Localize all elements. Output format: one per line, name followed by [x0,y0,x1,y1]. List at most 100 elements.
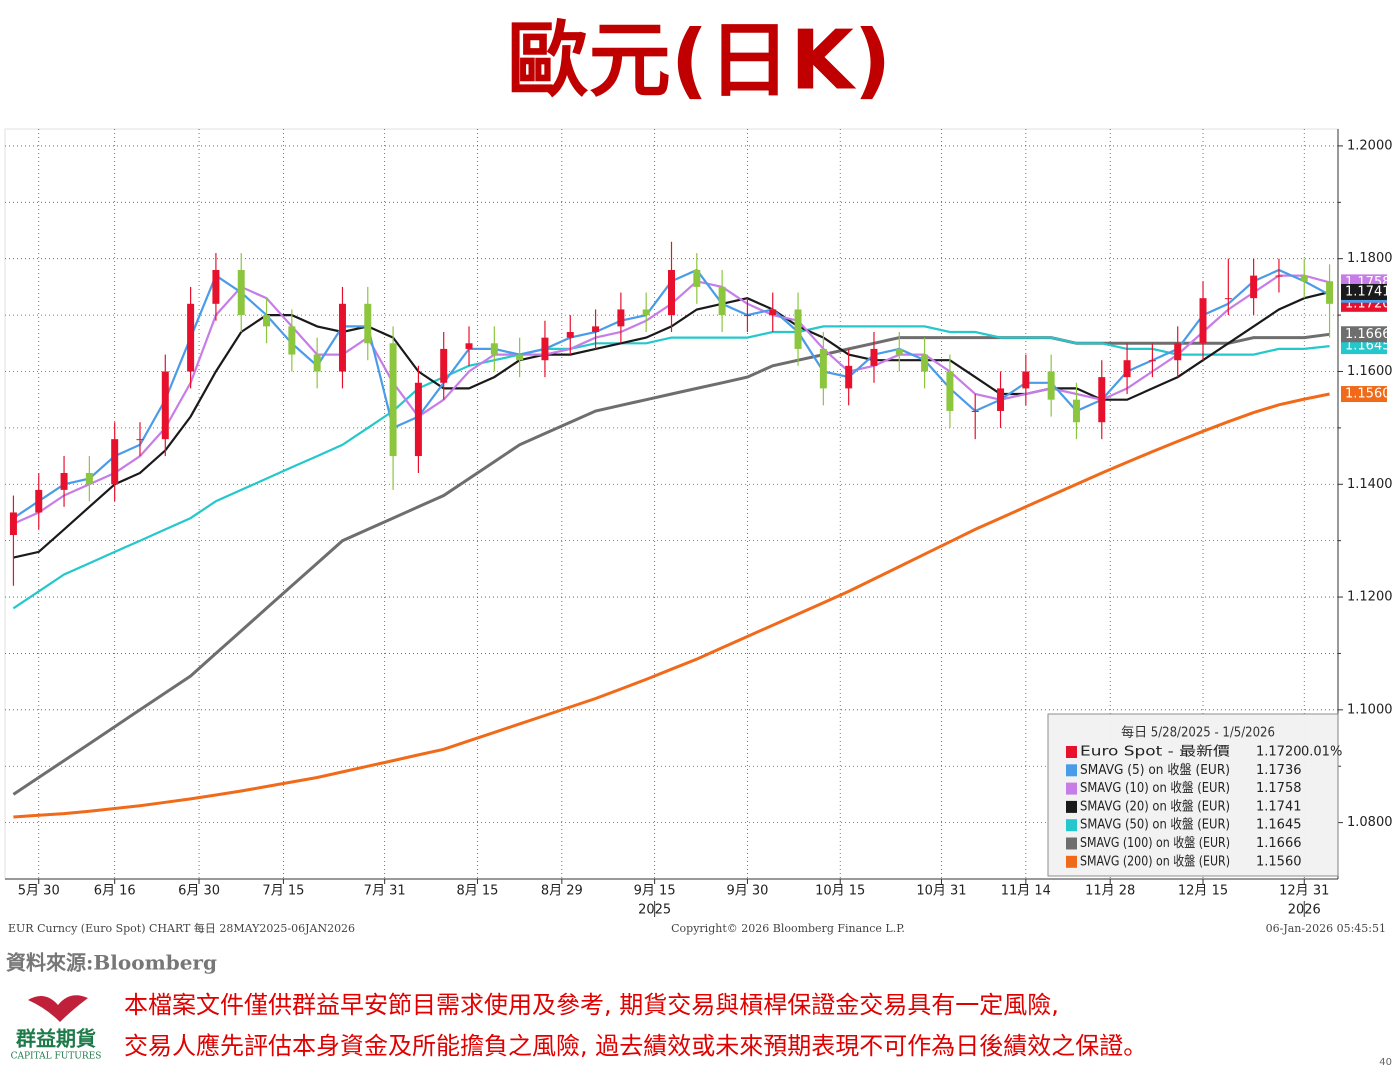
candle-body [465,343,473,349]
candle-body [1148,360,1156,362]
candle-body [440,348,448,383]
footer-left: EUR Curncy (Euro Spot) CHART 每日 28MAY202… [8,921,355,935]
x-tick-label: 10月 15 [815,884,865,899]
x-tick-label: 7月 15 [262,884,304,899]
legend-title: 每日 5/28/2025 - 1/5/2026 [1121,725,1275,741]
candle-body [592,326,600,333]
candle-body [1326,281,1334,304]
legend-label: SMAVG (100) on 收盤 (EUR) [1080,836,1230,851]
legend-value: 1.1720 [1256,745,1302,760]
candle-body [364,303,372,344]
x-tick-label: 12月 31 [1279,884,1329,899]
value-tag [1341,326,1387,343]
candle-body [845,365,853,389]
legend-value: 1.1736 [1256,763,1302,778]
candle-body [516,354,524,361]
legend-label: SMAVG (50) on 收盤 (EUR) [1080,818,1230,833]
title: 歐元(日K) [507,13,892,108]
candle-body [895,348,903,355]
candle-body [971,410,979,412]
value-tag [1341,386,1387,403]
candle-body [819,348,827,389]
candle-body [136,439,144,441]
candle-body [1174,343,1182,361]
candle-body [1300,275,1308,282]
y-tick-label: 1.1800 [1347,251,1393,266]
legend-value: 1.1741 [1256,799,1302,814]
legend-change: 0.01% [1301,745,1342,760]
value-tag [1341,283,1387,300]
candle-body [414,382,422,457]
candle-body [693,269,701,287]
legend-label: SMAVG (5) on 收盤 (EUR) [1080,763,1230,778]
candle-body [85,472,93,485]
footer-right: 06-Jan-2026 05:45:51 [1266,922,1386,935]
y-tick-label: 1.1600 [1347,364,1393,379]
y-tick-label: 1.1400 [1347,477,1393,492]
candle-body [35,489,43,513]
legend-label: SMAVG (10) on 收盤 (EUR) [1080,781,1230,796]
candle-body [1022,371,1030,389]
legend-swatch [1066,746,1077,758]
x-tick-label: 11月 28 [1085,884,1135,899]
value-tag-label: 1.1666 [1345,327,1391,342]
disclaimer-line: 本檔案文件僅供群益早安節目需求使用及參考, 期貨交易與槓桿保證金交易具有一定風險… [124,991,1059,1019]
ma-line [12,332,1330,796]
candle-body [288,326,296,355]
x-tick-label: 12月 15 [1178,884,1228,899]
legend-label: Euro Spot - 最新價 [1080,744,1230,760]
candle-body [338,303,346,372]
candle-body [921,354,929,372]
candle-body [1199,298,1207,344]
candle-body [187,303,195,372]
candle-body [1275,275,1283,277]
candle-body [668,269,675,316]
legend-value: 1.1560 [1256,854,1302,869]
ma-line [13,392,1330,819]
legend-swatch [1066,819,1077,832]
candle-body [743,315,751,317]
logo-sub: CAPITAL FUTURES [11,1052,102,1062]
x-tick-label: 6月 16 [94,884,136,899]
ma-line [12,325,1330,610]
candle-body [161,371,169,440]
x-tick-label: 9月 15 [634,884,676,899]
y-tick-label: 1.1200 [1347,590,1393,605]
value-tag-label: 1.1560 [1345,387,1391,402]
candle-body [313,354,321,372]
candle-body [566,332,574,338]
candle-body [642,309,650,316]
x-tick-label: 9月 30 [726,884,768,899]
value-tag-label: 1.1741 [1345,284,1391,299]
logo-name: 群益期貨 [15,1027,96,1051]
year-label: 2025 [638,903,671,918]
candle-body [263,315,271,327]
candle-body [237,269,245,316]
legend-value: 1.1666 [1256,836,1302,851]
candle-body [946,371,954,411]
legend-swatch [1066,782,1077,795]
legend-swatch [1066,764,1077,777]
candle-body [212,269,220,304]
candle-body [1047,371,1055,400]
candle-body [60,472,68,490]
candle-body [541,337,549,361]
x-tick-label: 6月 30 [178,884,220,899]
x-tick-label: 11月 14 [1001,884,1051,899]
candle-body [1072,399,1080,423]
value-tag-label: 1.1645 [1345,339,1391,354]
candle-body [111,439,119,485]
legend-swatch [1066,800,1077,813]
page-number: 40 [1379,1057,1392,1068]
year-label: 2026 [1288,903,1321,918]
candle-body [769,309,777,316]
candle-body [389,343,397,457]
legend-box [1047,713,1339,877]
disclaimer-line: 交易人應先評估本身資金及所能擔負之風險, 過去績效或未來預期表現不可作為日後績效… [124,1032,1147,1060]
x-tick-label: 5月 30 [18,884,60,899]
candle-body [1123,360,1131,378]
legend-label: SMAVG (200) on 收盤 (EUR) [1080,854,1230,869]
candle-body [1098,377,1106,423]
y-tick-label: 1.1000 [1347,702,1393,717]
